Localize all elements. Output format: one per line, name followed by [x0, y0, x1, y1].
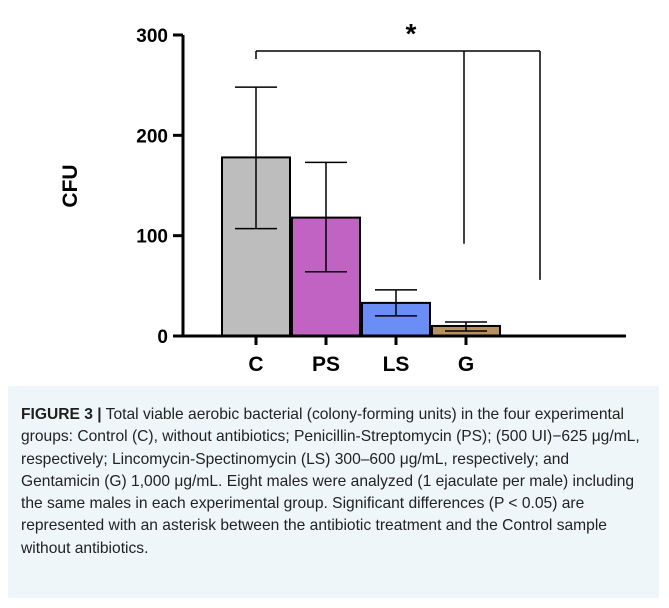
x-tick-label-ps: PS: [312, 353, 340, 376]
x-tick-label-c: C: [248, 353, 263, 376]
significance-bracket: [255, 50, 541, 280]
figure-caption: FIGURE 3 | Total viable aerobic bacteria…: [21, 404, 649, 560]
caption-text: Total viable aerobic bacterial (colony-f…: [21, 406, 640, 557]
y-tick-label-100: 100: [136, 227, 168, 248]
y-tick-label-300: 300: [136, 26, 168, 47]
bars-layer: [221, 156, 501, 338]
y-ticks: 0 100 200 300: [136, 26, 183, 348]
error-bars-layer: [235, 86, 487, 332]
x-tick-label-g: G: [458, 353, 474, 376]
bar-chart: 0 100 200 300 C PS LS G CFU *: [59, 18, 626, 376]
x-tick-label-ls: LS: [383, 353, 410, 376]
y-tick-label-200: 200: [136, 126, 168, 147]
y-tick-label-0: 0: [157, 327, 168, 348]
caption-box: FIGURE 3 | Total viable aerobic bacteria…: [8, 386, 659, 598]
caption-label: FIGURE 3 |: [21, 406, 102, 423]
y-axis-label: CFU: [59, 164, 82, 207]
significance-asterisk: *: [406, 18, 417, 49]
x-ticks: C PS LS G: [248, 336, 474, 376]
